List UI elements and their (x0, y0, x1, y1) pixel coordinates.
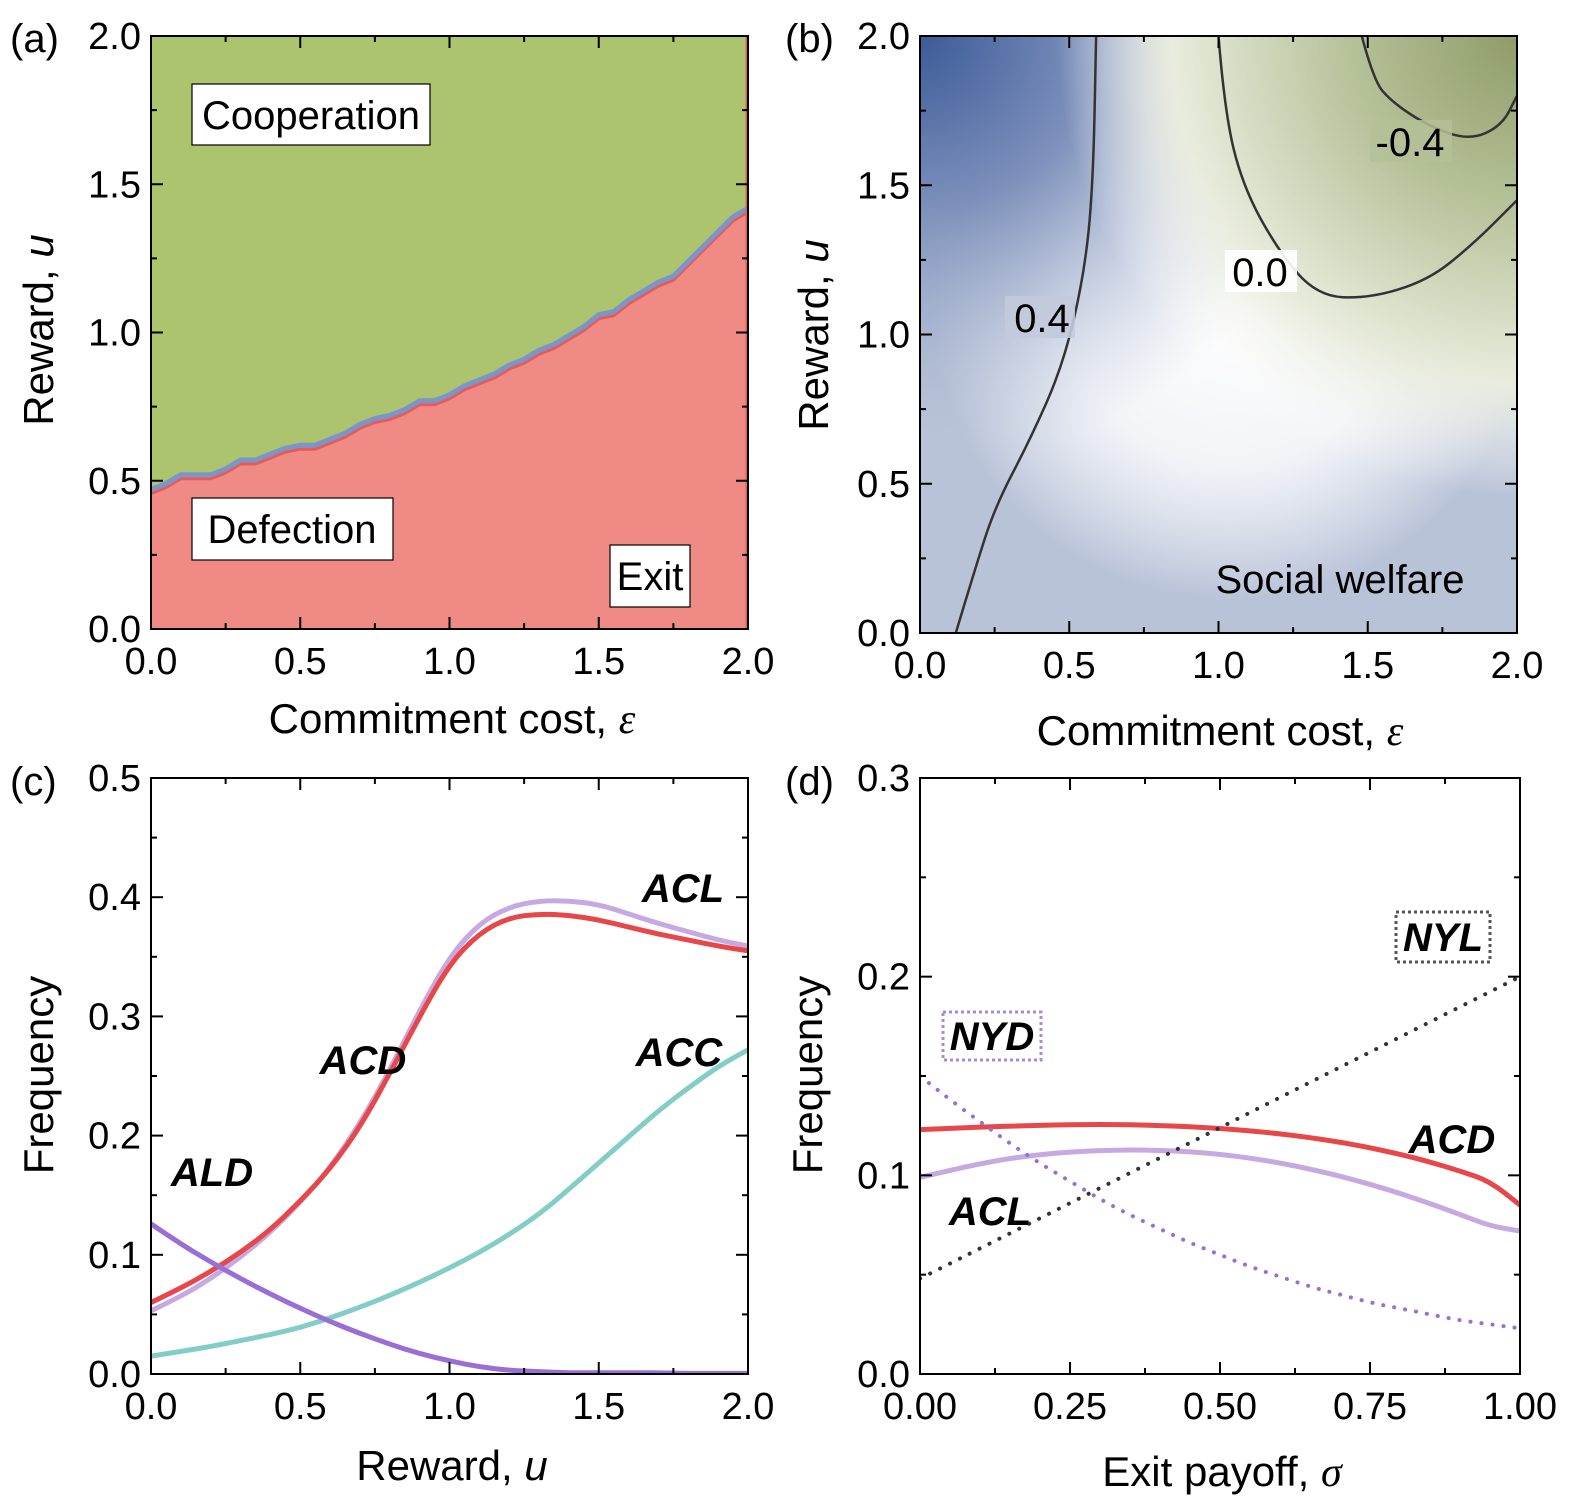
series-label-acd-d: ACD (1408, 1118, 1496, 1162)
panel-d-frame (919, 777, 1521, 1375)
y-tick-label: 0.3 (88, 996, 141, 1038)
y-tick-label: 0.0 (88, 1354, 141, 1396)
contour-line-0 (1217, 36, 1517, 299)
y-tick-label: 0.5 (88, 461, 141, 503)
x-tick-label: 0.50 (1183, 1386, 1257, 1428)
y-tick-label: 0.1 (88, 1235, 141, 1277)
series-line-nyd (920, 1074, 1520, 1331)
panel-c-x-axis-label: Reward, u (356, 1442, 547, 1489)
series-line-acd (151, 911, 748, 1305)
y-tick-label: 0.2 (857, 957, 910, 999)
x-tick-label: 2.0 (722, 641, 775, 683)
x-tick-label: 0.0 (125, 1386, 178, 1428)
x-tick-label: 1.00 (1483, 1386, 1557, 1428)
x-tick-label: 2.0 (722, 1386, 775, 1428)
panel-d-label: (d) (785, 760, 834, 804)
series-label-nyd: NYD (950, 1015, 1034, 1059)
panel-b: 0.0 0.5 1.0 1.5 2.0 0.0 0.5 1.0 1.5 2.0 0.4 0.0 … (785, 16, 1543, 755)
exit-edge-line (151, 210, 748, 495)
y-tick-label: 0.1 (857, 1155, 910, 1197)
y-tick-label: 0.0 (857, 1354, 910, 1396)
series-line-acl (151, 898, 748, 1314)
panel-a-x-ticks: 0.0 0.5 1.0 1.5 2.0 (125, 36, 775, 683)
y-tick-label: 1.5 (88, 164, 141, 206)
panel-d-y-ticks: 0.0 0.1 0.2 0.3 (857, 758, 1520, 1396)
panel-c-label: (c) (10, 760, 57, 804)
x-tick-label: 0.5 (274, 641, 327, 683)
y-tick-label: 0.5 (857, 464, 910, 506)
panel-a: 0.0 0.5 1.0 1.5 2.0 0.0 0.5 1.0 1.5 2.0 Cooperat… (10, 16, 774, 743)
x-tick-label: 0.00 (883, 1386, 957, 1428)
x-tick-label: 1.0 (423, 641, 476, 683)
panel-d-y-axis-label: Frequency (784, 976, 831, 1174)
x-tick-label: 0.0 (125, 641, 178, 683)
y-tick-label: 1.0 (857, 315, 910, 357)
panel-c: 0.0 0.5 1.0 1.5 2.0 0.0 0.1 0.2 0.3 0.4 0.5 ACL A… (10, 758, 774, 1489)
panel-d: 0.00 0.25 0.50 0.75 1.00 0.0 0.1 0.2 0.3 NYL NY… (784, 758, 1557, 1496)
x-tick-label: 1.5 (572, 1386, 625, 1428)
defection-label: Defection (208, 508, 377, 552)
y-tick-label: 0.3 (857, 758, 910, 800)
y-tick-label: 1.5 (857, 165, 910, 207)
y-tick-label: 0.0 (88, 609, 141, 651)
panel-a-label: (a) (10, 17, 59, 61)
series-label-nyl: NYL (1403, 916, 1483, 960)
y-tick-label: 0.2 (88, 1116, 141, 1158)
x-tick-label: 0.5 (1043, 645, 1096, 687)
series-label-ald: ALD (170, 1151, 253, 1195)
panel-a-y-ticks: 0.0 0.5 1.0 1.5 2.0 (88, 16, 748, 651)
panel-c-x-ticks: 0.0 0.5 1.0 1.5 2.0 (125, 778, 775, 1428)
contour-label-minus-0.4: -0.4 (1376, 121, 1445, 165)
y-tick-label: 0.0 (857, 613, 910, 655)
x-tick-label: 2.0 (1491, 645, 1544, 687)
panel-b-y-axis-label: Reward, u (790, 239, 837, 430)
x-tick-label: 1.0 (423, 1386, 476, 1428)
panel-b-x-axis-label: Commitment cost, ε (1037, 707, 1404, 755)
panel-d-x-axis-label: Exit payoff, σ (1102, 1448, 1344, 1496)
x-tick-label: 0.25 (1033, 1386, 1107, 1428)
series-label-acc: ACC (635, 1031, 724, 1075)
x-tick-label: 0.75 (1333, 1386, 1407, 1428)
exit-label-box: Exit (609, 544, 691, 608)
defection-label-box: Defection (191, 497, 394, 561)
series-label-acl-d: ACL (948, 1190, 1031, 1234)
x-tick-label: 1.5 (1341, 645, 1394, 687)
series-line-nyl (920, 974, 1520, 1281)
panel-b-x-ticks: 0.0 0.5 1.0 1.5 2.0 (894, 36, 1544, 687)
series-line-ald (151, 1221, 748, 1374)
x-tick-label: 0.0 (894, 645, 947, 687)
defection-boundary-line (151, 205, 748, 492)
panel-c-y-ticks: 0.0 0.1 0.2 0.3 0.4 0.5 (88, 758, 748, 1396)
series-line-acd (920, 1122, 1520, 1208)
social-welfare-annotation: Social welfare (1215, 558, 1464, 602)
panel-c-y-axis-label: Frequency (15, 976, 62, 1174)
contour-line-0.4 (954, 36, 1098, 633)
panel-a-x-axis-label: Commitment cost, ε (269, 695, 636, 743)
contour-label-0.0: 0.0 (1232, 251, 1288, 295)
panel-a-y-axis-label: Reward, u (15, 234, 62, 425)
x-tick-label: 1.5 (572, 641, 625, 683)
panel-d-x-ticks: 0.00 0.25 0.50 0.75 1.00 (883, 778, 1557, 1428)
y-tick-label: 2.0 (857, 16, 910, 58)
x-tick-label: 1.0 (1192, 645, 1245, 687)
x-tick-label: 0.5 (274, 1386, 327, 1428)
cooperation-label: Cooperation (202, 94, 420, 138)
series-label-acd: ACD (319, 1039, 407, 1083)
panel-b-label: (b) (785, 17, 834, 61)
cooperation-label-box: Cooperation (191, 83, 431, 146)
nyl-label-box: NYL (1394, 910, 1492, 964)
series-label-acl: ACL (641, 867, 724, 911)
y-tick-label: 1.0 (88, 313, 141, 355)
nyd-label-box: NYD (941, 1010, 1043, 1062)
exit-label: Exit (617, 555, 684, 599)
panel-b-y-ticks: 0.0 0.5 1.0 1.5 2.0 (857, 16, 1517, 655)
y-tick-label: 2.0 (88, 16, 141, 58)
y-tick-label: 0.5 (88, 758, 141, 800)
y-tick-label: 0.4 (88, 877, 141, 919)
series-line-acc (151, 1047, 748, 1359)
contour-label-0.4: 0.4 (1014, 297, 1070, 341)
